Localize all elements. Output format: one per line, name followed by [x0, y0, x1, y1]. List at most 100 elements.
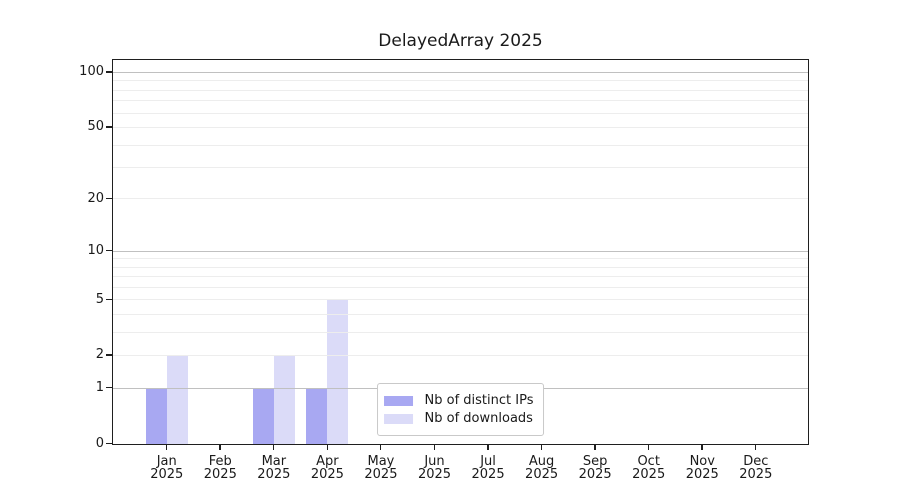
x-tick-label: Jul 2025: [460, 455, 516, 481]
x-tick-month: Aug: [528, 454, 555, 469]
y-tick-label: 100: [79, 64, 104, 80]
chart-title: DelayedArray 2025: [378, 31, 543, 51]
x-tick-label: Jun 2025: [407, 455, 463, 481]
gridline-minor: [113, 355, 808, 357]
y-tick-label: 5: [95, 291, 104, 307]
bar-downloads: [273, 355, 295, 444]
y-tick: [105, 387, 112, 389]
x-tick-month: May: [367, 454, 395, 469]
x-tick-label: Oct 2025: [621, 455, 677, 481]
x-tick: [380, 445, 382, 451]
gridline-minor: [113, 276, 808, 278]
x-tick-label: May 2025: [353, 455, 409, 481]
x-tick-year: 2025: [150, 467, 184, 482]
x-tick-month: Oct: [637, 454, 660, 469]
grid-layer: [113, 60, 808, 444]
x-tick: [326, 445, 328, 451]
x-tick-month: Dec: [743, 454, 769, 469]
x-tick: [594, 445, 596, 451]
x-tick-year: 2025: [525, 467, 559, 482]
bar-layer: [113, 60, 808, 444]
y-tick: [105, 71, 112, 73]
gridline-minor: [113, 299, 808, 301]
x-tick: [701, 445, 703, 451]
x-tick-label: Jan 2025: [139, 455, 195, 481]
y-tick: [105, 354, 112, 356]
legend-row: Nb of distinct IPs: [383, 393, 534, 408]
bar-downloads: [327, 299, 349, 444]
x-tick-label: Feb 2025: [192, 455, 248, 481]
y-tick-label: 1: [95, 379, 104, 395]
x-tick: [487, 445, 489, 451]
legend-label-downloads: Nb of downloads: [424, 411, 533, 426]
legend-row: Nb of downloads: [383, 411, 534, 426]
x-tick-year: 2025: [257, 467, 291, 482]
x-tick: [165, 445, 168, 451]
x-tick: [540, 445, 543, 451]
x-tick-year: 2025: [471, 467, 505, 482]
x-tick-label: Sep 2025: [567, 455, 623, 481]
x-tick-year: 2025: [364, 467, 398, 482]
x-tick-year: 2025: [310, 467, 344, 482]
y-tick-label: 10: [87, 242, 104, 258]
x-tick-year: 2025: [417, 467, 452, 482]
x-tick: [754, 445, 757, 451]
legend-swatch-downloads: [383, 413, 413, 424]
gridline-minor: [113, 80, 808, 82]
x-tick-label: Aug 2025: [514, 455, 570, 481]
gridline-minor: [113, 314, 808, 315]
bar-distinct-ips: [145, 388, 167, 444]
gridline-minor: [113, 89, 808, 91]
x-tick-label: Dec 2025: [728, 455, 784, 481]
bar-downloads: [166, 355, 188, 444]
legend-swatch-distinct-ips: [383, 395, 413, 406]
plot-area: Nb of distinct IPs Nb of downloads: [105, 59, 809, 451]
x-tick: [647, 445, 650, 451]
gridline-major: [113, 250, 808, 252]
x-tick: [219, 445, 221, 451]
x-tick-year: 2025: [203, 467, 237, 482]
gridline-minor: [113, 331, 808, 333]
x-tick-month: Sep: [582, 454, 608, 469]
gridline-minor: [113, 167, 808, 169]
y-tick: [105, 197, 112, 200]
x-tick: [433, 445, 435, 451]
gridline-minor: [113, 198, 808, 200]
bar-distinct-ips: [306, 388, 328, 444]
x-tick-label: Mar 2025: [246, 455, 302, 481]
x-tick-month: Jan: [156, 454, 177, 469]
gridline-minor: [113, 112, 808, 114]
x-tick-month: Jun: [424, 454, 445, 469]
gridline-major: [113, 71, 808, 73]
y-tick-label: 50: [87, 119, 104, 135]
x-tick: [272, 445, 275, 451]
x-tick-year: 2025: [685, 467, 719, 482]
x-tick-month: Mar: [261, 454, 287, 469]
gridline-minor: [113, 286, 808, 288]
x-tick-month: Apr: [316, 454, 339, 469]
x-tick-year: 2025: [632, 467, 666, 482]
y-tick: [105, 298, 112, 301]
y-tick: [105, 442, 112, 445]
gridline-minor: [113, 100, 808, 102]
x-tick-month: Nov: [689, 454, 715, 469]
x-tick-month: Feb: [208, 454, 232, 469]
y-tick: [105, 126, 112, 128]
x-tick-year: 2025: [578, 467, 612, 482]
bar-distinct-ips: [252, 388, 274, 444]
y-tick-label: 2: [95, 347, 104, 363]
y-tick-label: 0: [95, 435, 104, 451]
legend-label-distinct-ips: Nb of distinct IPs: [424, 393, 534, 408]
y-tick: [105, 249, 112, 252]
gridline-minor: [113, 266, 808, 268]
x-tick-label: Nov 2025: [674, 455, 730, 481]
gridline-minor: [113, 144, 808, 146]
tick-layer: [105, 60, 808, 451]
gridline-minor: [113, 258, 808, 260]
x-tick-year: 2025: [739, 467, 773, 482]
y-tick-label: 20: [87, 190, 104, 206]
gridline-minor: [113, 127, 808, 129]
x-tick-label: Apr 2025: [299, 455, 355, 481]
x-tick-month: Jul: [480, 454, 496, 469]
